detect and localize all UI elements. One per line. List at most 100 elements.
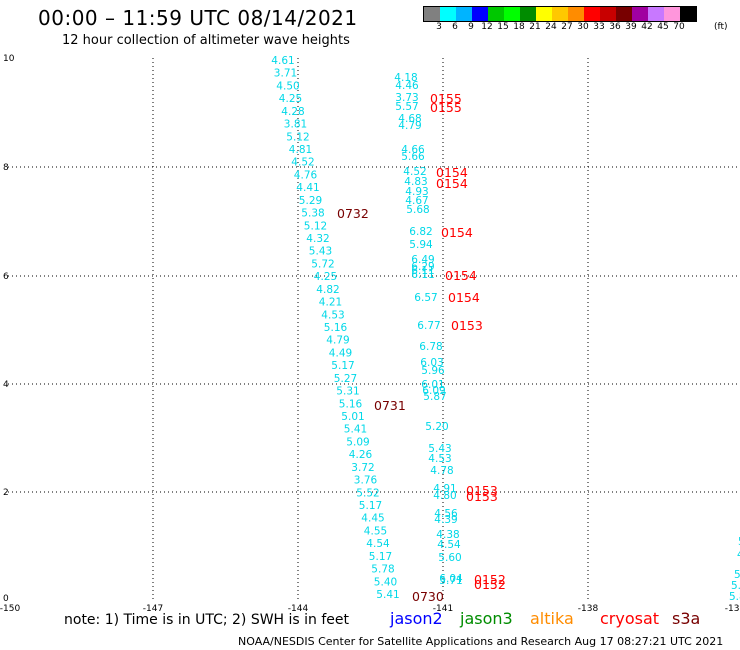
colorbar-swatch [520, 7, 536, 21]
colorbar-swatch [552, 7, 568, 21]
wave-height-label: 5.78 [371, 564, 394, 576]
x-tick-label: -141 [433, 604, 453, 614]
wave-height-label: 4.83 [404, 176, 427, 188]
wave-height-label: 6.57 [414, 292, 437, 304]
x-tick-label: -135 [725, 604, 740, 614]
wave-height-label: 5.16 [324, 322, 348, 334]
wave-height-label: 3.76 [354, 475, 378, 487]
wave-height-labels: 4.613.714.504.254.283.815.124.814.524.76… [271, 55, 740, 603]
wave-height-label: 3.72 [351, 462, 374, 474]
colorbar-label: 70 [673, 22, 685, 32]
wave-height-label: 5.43 [309, 246, 332, 258]
wave-height-label: 5 [738, 536, 740, 548]
wave-height-label: 4.61 [271, 55, 294, 67]
legend-s3a: s3a [672, 609, 701, 628]
wave-height-label: 5.8 [729, 591, 740, 603]
wave-height-label: 4.38 [436, 529, 459, 541]
wave-height-label: 3.81 [284, 119, 307, 131]
wave-height-label: 5.38 [301, 208, 324, 220]
wave-height-label: 4.41 [296, 182, 319, 194]
wave-height-label: 3.73 [395, 92, 418, 104]
legend-cryosat: cryosat [600, 609, 660, 628]
x-tick-label: -144 [288, 604, 309, 614]
legend-jason2: jason2 [390, 609, 443, 628]
colorbar-label: 3 [436, 22, 442, 32]
credit-line: NOAA/NESDIS Center for Satellite Applica… [238, 635, 724, 648]
pass-time-label: 0154 [436, 165, 468, 180]
wave-height-label: 5.4 [731, 580, 740, 592]
y-tick-label: 6 [3, 272, 9, 282]
wave-height-label: 4.45 [361, 513, 384, 525]
wave-height-label: 5.17 [359, 500, 382, 512]
legend-altika: altika [530, 609, 574, 628]
colorbar-label: 33 [593, 22, 605, 32]
wave-height-label: 5.31 [336, 386, 359, 398]
pass-time-label: 0732 [337, 206, 369, 221]
colorbar-swatch [456, 7, 472, 21]
wave-height-label: 4.67 [405, 195, 428, 207]
pass-time-label: 0154 [445, 268, 477, 283]
pass-time-label: 0153 [466, 483, 498, 498]
colorbar-swatch [680, 7, 696, 21]
wave-height-label: 5.17 [369, 551, 392, 563]
footer-note: note: 1) Time is in UTC; 2) SWH is in fe… [64, 612, 350, 628]
y-tick-label: 10 [3, 54, 15, 64]
colorbar-label: 9 [468, 22, 474, 32]
wave-height-label: 6.01 [421, 379, 444, 391]
colorbar-swatch [488, 7, 504, 21]
colorbar-swatch [632, 7, 648, 21]
wave-height-label: 4.80 [433, 490, 456, 502]
pass-time-label: 0152 [474, 572, 506, 587]
x-tick-label: -147 [143, 604, 163, 614]
pass-time-label: 0153 [466, 489, 498, 504]
colorbar-swatch [584, 7, 600, 21]
wave-height-label: 5.12 [304, 220, 327, 232]
wave-height-label: 5.20 [425, 421, 448, 433]
wave-height-label: 4.93 [405, 186, 428, 198]
wave-height-label: 4.28 [281, 106, 304, 118]
wave-height-label: 5.29 [299, 195, 322, 207]
wave-height-label: 4.54 [366, 538, 390, 550]
pass-time-label: 0152 [474, 577, 506, 592]
wave-height-label: 5.12 [286, 131, 309, 143]
wave-height-label: 4.79 [326, 335, 349, 347]
colorbar-label: 45 [657, 22, 669, 32]
wave-height-label: 4.39 [434, 514, 457, 526]
colorbar-swatch [504, 7, 520, 21]
colorbar-labels: 3 6 9 12 15 18 21 24 27 30 33 36 39 42 45 70 [423, 22, 740, 34]
wave-height-label: 4.54 [437, 539, 461, 551]
colorbar-label: 12 [481, 22, 493, 32]
y-tick-label: 8 [3, 163, 9, 173]
colorbar-label: 15 [497, 22, 509, 32]
wave-height-label: 4.46 [395, 80, 419, 92]
wave-height-label: 5.60 [438, 552, 461, 564]
wave-height-label: 4.50 [276, 80, 299, 92]
wave-height-label: 5.17 [331, 360, 354, 372]
wave-height-label: 5.09 [346, 436, 369, 448]
wave-height-label: 6.49 [411, 254, 434, 266]
pass-time-label: 0153 [451, 318, 483, 333]
wave-height-label: 4.52 [291, 157, 314, 169]
wave-height-label: 5.68 [406, 204, 429, 216]
wave-height-colorbar [423, 6, 697, 22]
wave-height-label: 6.82 [409, 226, 432, 238]
colorbar-label: 36 [609, 22, 621, 32]
wave-height-label: 5.71 [439, 575, 462, 587]
colorbar-swatch [440, 7, 456, 21]
pass-time-label: 0154 [436, 176, 468, 191]
wave-height-label: 4.81 [289, 144, 312, 156]
wave-height-label: 6.03 [420, 357, 443, 369]
colorbar-swatch [648, 7, 664, 21]
pass-time-label: 0155 [430, 91, 462, 106]
wave-height-label: 4.53 [428, 453, 451, 465]
axis-labels: 10 8 6 4 2 0-150 -147 -144 -141 -138 -135 [0, 54, 740, 614]
wave-height-label: 4.76 [294, 169, 318, 181]
wave-height-label: 6.77 [417, 320, 440, 332]
wave-height-label: 4.25 [279, 93, 302, 105]
colorbar-label: 18 [513, 22, 525, 32]
pass-time-label: 0731 [374, 398, 406, 413]
wave-height-label: 6.29 [411, 261, 434, 273]
wave-height-label: 4.32 [306, 233, 329, 245]
wave-height-label: 5.66 [401, 151, 425, 163]
